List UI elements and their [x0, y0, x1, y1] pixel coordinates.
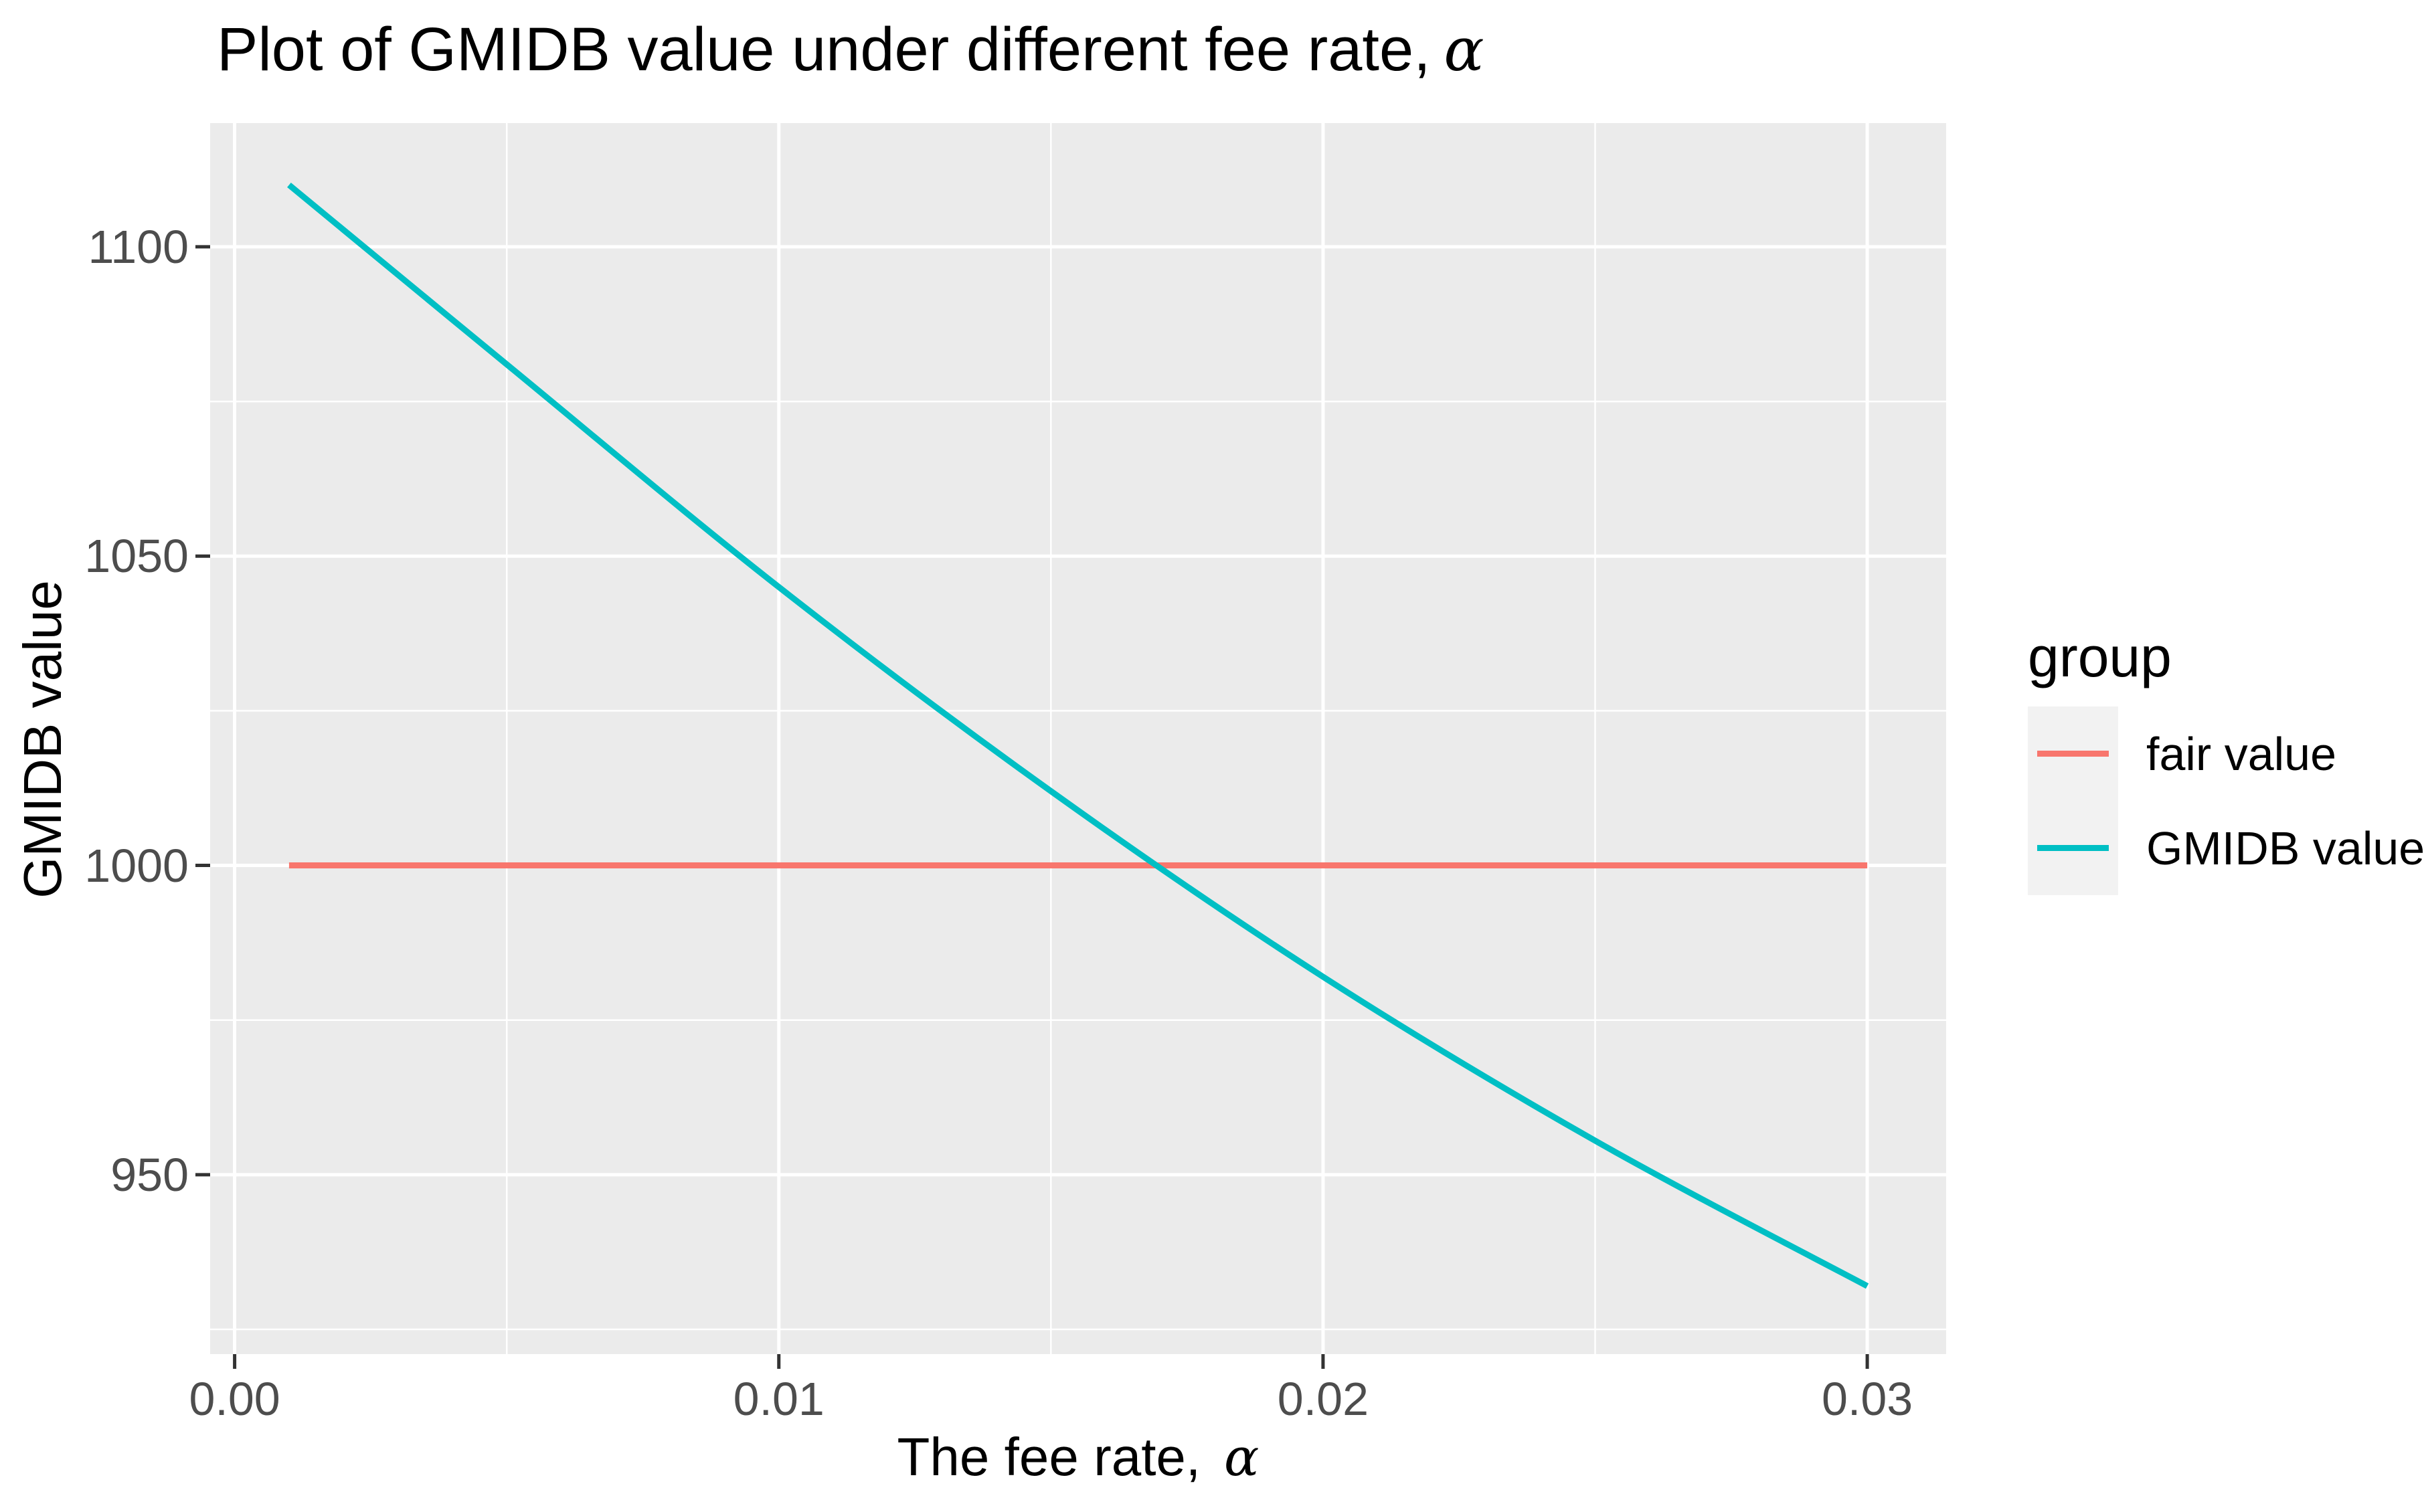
legend-key-line	[2037, 845, 2109, 851]
legend-title: group	[2028, 626, 2172, 688]
plot-title: Plot of GMIDB value under different fee …	[217, 15, 1484, 86]
x-axis-title: The fee rate, α	[897, 1430, 1260, 1485]
y-tick-label: 1000	[84, 839, 189, 892]
alpha-symbol: α	[1444, 15, 1484, 85]
legend-label-fair-value: fair value	[2146, 727, 2337, 780]
legend-item-gmidb-value: GMIDB value	[2028, 801, 2424, 895]
legend-items: fair value GMIDB value	[2028, 706, 2424, 895]
y-tick-label: 950	[110, 1148, 189, 1201]
x-tick-label: 0.02	[1277, 1373, 1369, 1425]
x-tick-label: 0.03	[1821, 1373, 1913, 1425]
legend-item-fair-value: fair value	[2028, 706, 2424, 801]
series-line-GMIDB-value	[287, 182, 1869, 1289]
x-axis-title-text: The fee rate,	[897, 1427, 1201, 1487]
x-tick-label: 0.00	[189, 1373, 280, 1425]
alpha-symbol: α	[1224, 1428, 1260, 1488]
legend: group fair value GMIDB value	[2028, 629, 2424, 895]
x-tick-label: 0.01	[733, 1373, 825, 1425]
panel-background	[210, 123, 1946, 1354]
y-tick-label: 1050	[84, 530, 189, 583]
plot-title-text: Plot of GMIDB value under different fee …	[217, 15, 1431, 84]
legend-key-gmidb-value	[2028, 801, 2118, 895]
legend-label-gmidb-value: GMIDB value	[2146, 822, 2424, 874]
y-tick-label: 1100	[88, 220, 189, 273]
legend-key-line	[2037, 751, 2109, 757]
legend-key-fair-value	[2028, 706, 2118, 801]
